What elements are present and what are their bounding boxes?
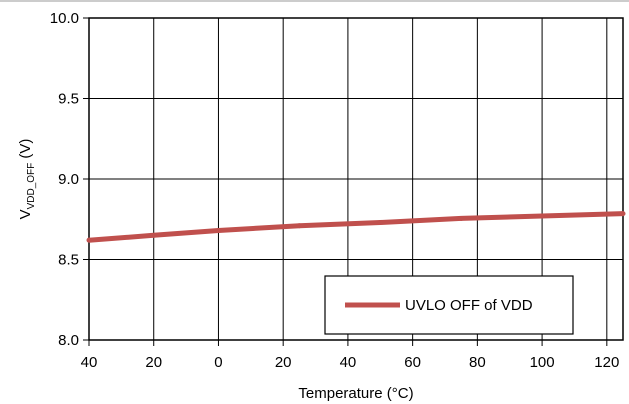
series-0-point-5: [458, 215, 464, 221]
y-tick-label-1: 8.5: [58, 252, 79, 269]
y-tick-label-3: 9.5: [58, 91, 79, 108]
y-axis-title-unit: (V): [17, 139, 34, 163]
series-0-point-4: [377, 219, 383, 225]
legend-label: UVLO OFF of VDD: [405, 297, 533, 314]
x-tick-label-0: 40: [81, 354, 98, 371]
y-tick-label-4: 10.0: [50, 10, 79, 27]
x-axis: 40 20 0 20 40 60 80 100 120: [81, 340, 619, 371]
x-tick-label-7: 100: [530, 354, 555, 371]
series-0-point-0: [86, 237, 92, 243]
y-axis-title-subscript: VDD_OFF: [26, 163, 37, 210]
series-line-0: [88, 211, 624, 243]
series-0-point-6: [539, 213, 545, 219]
x-tick-label-3: 20: [275, 354, 292, 371]
x-tick-label-5: 60: [404, 354, 421, 371]
x-axis-title: Temperature (°C): [298, 385, 413, 402]
y-tick-label-0: 8.0: [58, 332, 79, 349]
x-tick-label-2: 0: [214, 354, 222, 371]
y-tick-label-2: 9.0: [58, 171, 79, 188]
x-tick-label-1: 20: [145, 354, 162, 371]
y-axis-title-main: V: [17, 209, 34, 219]
series-layer: [86, 211, 626, 243]
series-0-point-1: [151, 232, 157, 238]
series-0-point-7: [620, 211, 626, 217]
legend: UVLO OFF of VDD: [324, 275, 574, 335]
x-tick-label-4: 40: [340, 354, 357, 371]
series-0-point-3: [296, 223, 302, 229]
x-tick-label-6: 80: [469, 354, 486, 371]
x-tick-label-8: 120: [594, 354, 619, 371]
series-0-point-2: [215, 228, 221, 234]
y-axis-title: VVDD_OFF (V): [17, 139, 37, 220]
y-axis: 8.0 8.5 9.0 9.5 10.0: [50, 10, 89, 349]
